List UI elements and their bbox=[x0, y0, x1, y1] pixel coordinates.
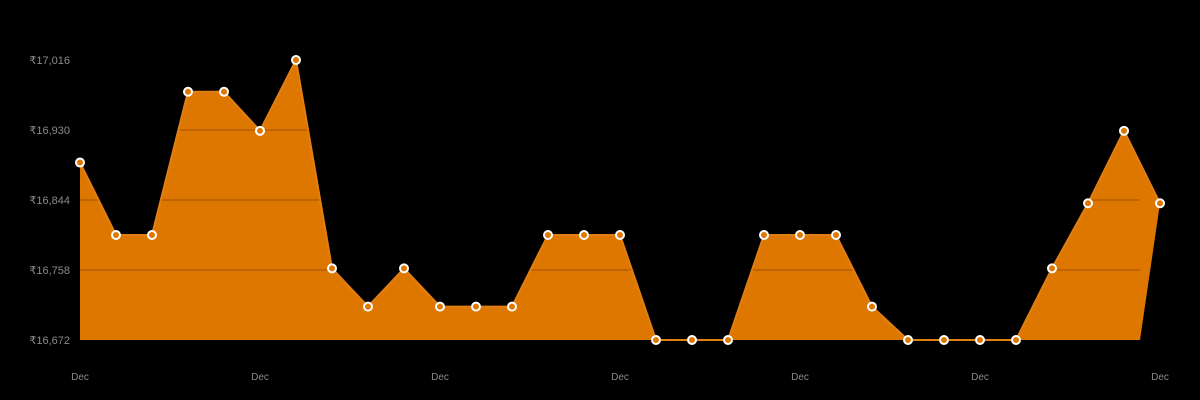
data-point[interactable] bbox=[255, 125, 265, 136]
data-point[interactable] bbox=[111, 230, 121, 240]
data-point[interactable] bbox=[939, 335, 949, 345]
y-tick-label: ₹16,844 bbox=[29, 195, 70, 207]
data-point[interactable] bbox=[183, 86, 193, 97]
data-point[interactable] bbox=[687, 335, 697, 345]
y-tick-label: ₹16,672 bbox=[29, 335, 70, 347]
x-tick-label: Dec bbox=[251, 372, 269, 383]
x-tick-label: Dec bbox=[1151, 372, 1169, 383]
data-point[interactable] bbox=[1047, 263, 1057, 274]
data-point[interactable] bbox=[327, 263, 337, 274]
data-point[interactable] bbox=[1083, 198, 1093, 209]
data-point[interactable] bbox=[1119, 125, 1129, 136]
data-point[interactable] bbox=[147, 230, 157, 240]
data-point[interactable] bbox=[435, 301, 445, 312]
data-point[interactable] bbox=[1011, 335, 1021, 345]
data-point[interactable] bbox=[291, 55, 301, 65]
x-tick-label: Dec bbox=[791, 372, 809, 383]
y-tick-label: ₹16,930 bbox=[29, 125, 70, 137]
data-point[interactable] bbox=[867, 301, 877, 312]
data-point[interactable] bbox=[219, 86, 229, 97]
x-tick-label: Dec bbox=[71, 372, 89, 383]
data-point[interactable] bbox=[1155, 198, 1165, 209]
data-point[interactable] bbox=[651, 335, 661, 345]
y-axis: ₹16,672 ₹16,758 ₹16,844 ₹16,930 ₹17,016 bbox=[29, 55, 70, 347]
data-point[interactable] bbox=[363, 301, 373, 312]
data-point[interactable] bbox=[579, 230, 589, 240]
y-tick-label: ₹17,016 bbox=[29, 55, 70, 67]
x-tick-label: Dec bbox=[611, 372, 629, 383]
y-tick-label: ₹16,758 bbox=[29, 265, 70, 277]
x-tick-label: Dec bbox=[431, 372, 449, 383]
data-point[interactable] bbox=[831, 230, 841, 240]
data-point[interactable] bbox=[759, 230, 769, 240]
data-point[interactable] bbox=[975, 335, 985, 345]
data-point[interactable] bbox=[723, 335, 733, 345]
data-point[interactable] bbox=[507, 301, 517, 312]
data-point[interactable] bbox=[543, 230, 553, 240]
data-point[interactable] bbox=[75, 157, 85, 168]
data-point[interactable] bbox=[795, 230, 805, 240]
data-point[interactable] bbox=[399, 263, 409, 274]
data-point-markers bbox=[75, 55, 1165, 345]
data-point[interactable] bbox=[471, 301, 481, 312]
data-point[interactable] bbox=[615, 230, 625, 240]
x-tick-label: Dec bbox=[971, 372, 989, 383]
data-point[interactable] bbox=[903, 335, 913, 345]
x-axis: Dec Dec Dec Dec Dec Dec Dec bbox=[71, 372, 1169, 383]
